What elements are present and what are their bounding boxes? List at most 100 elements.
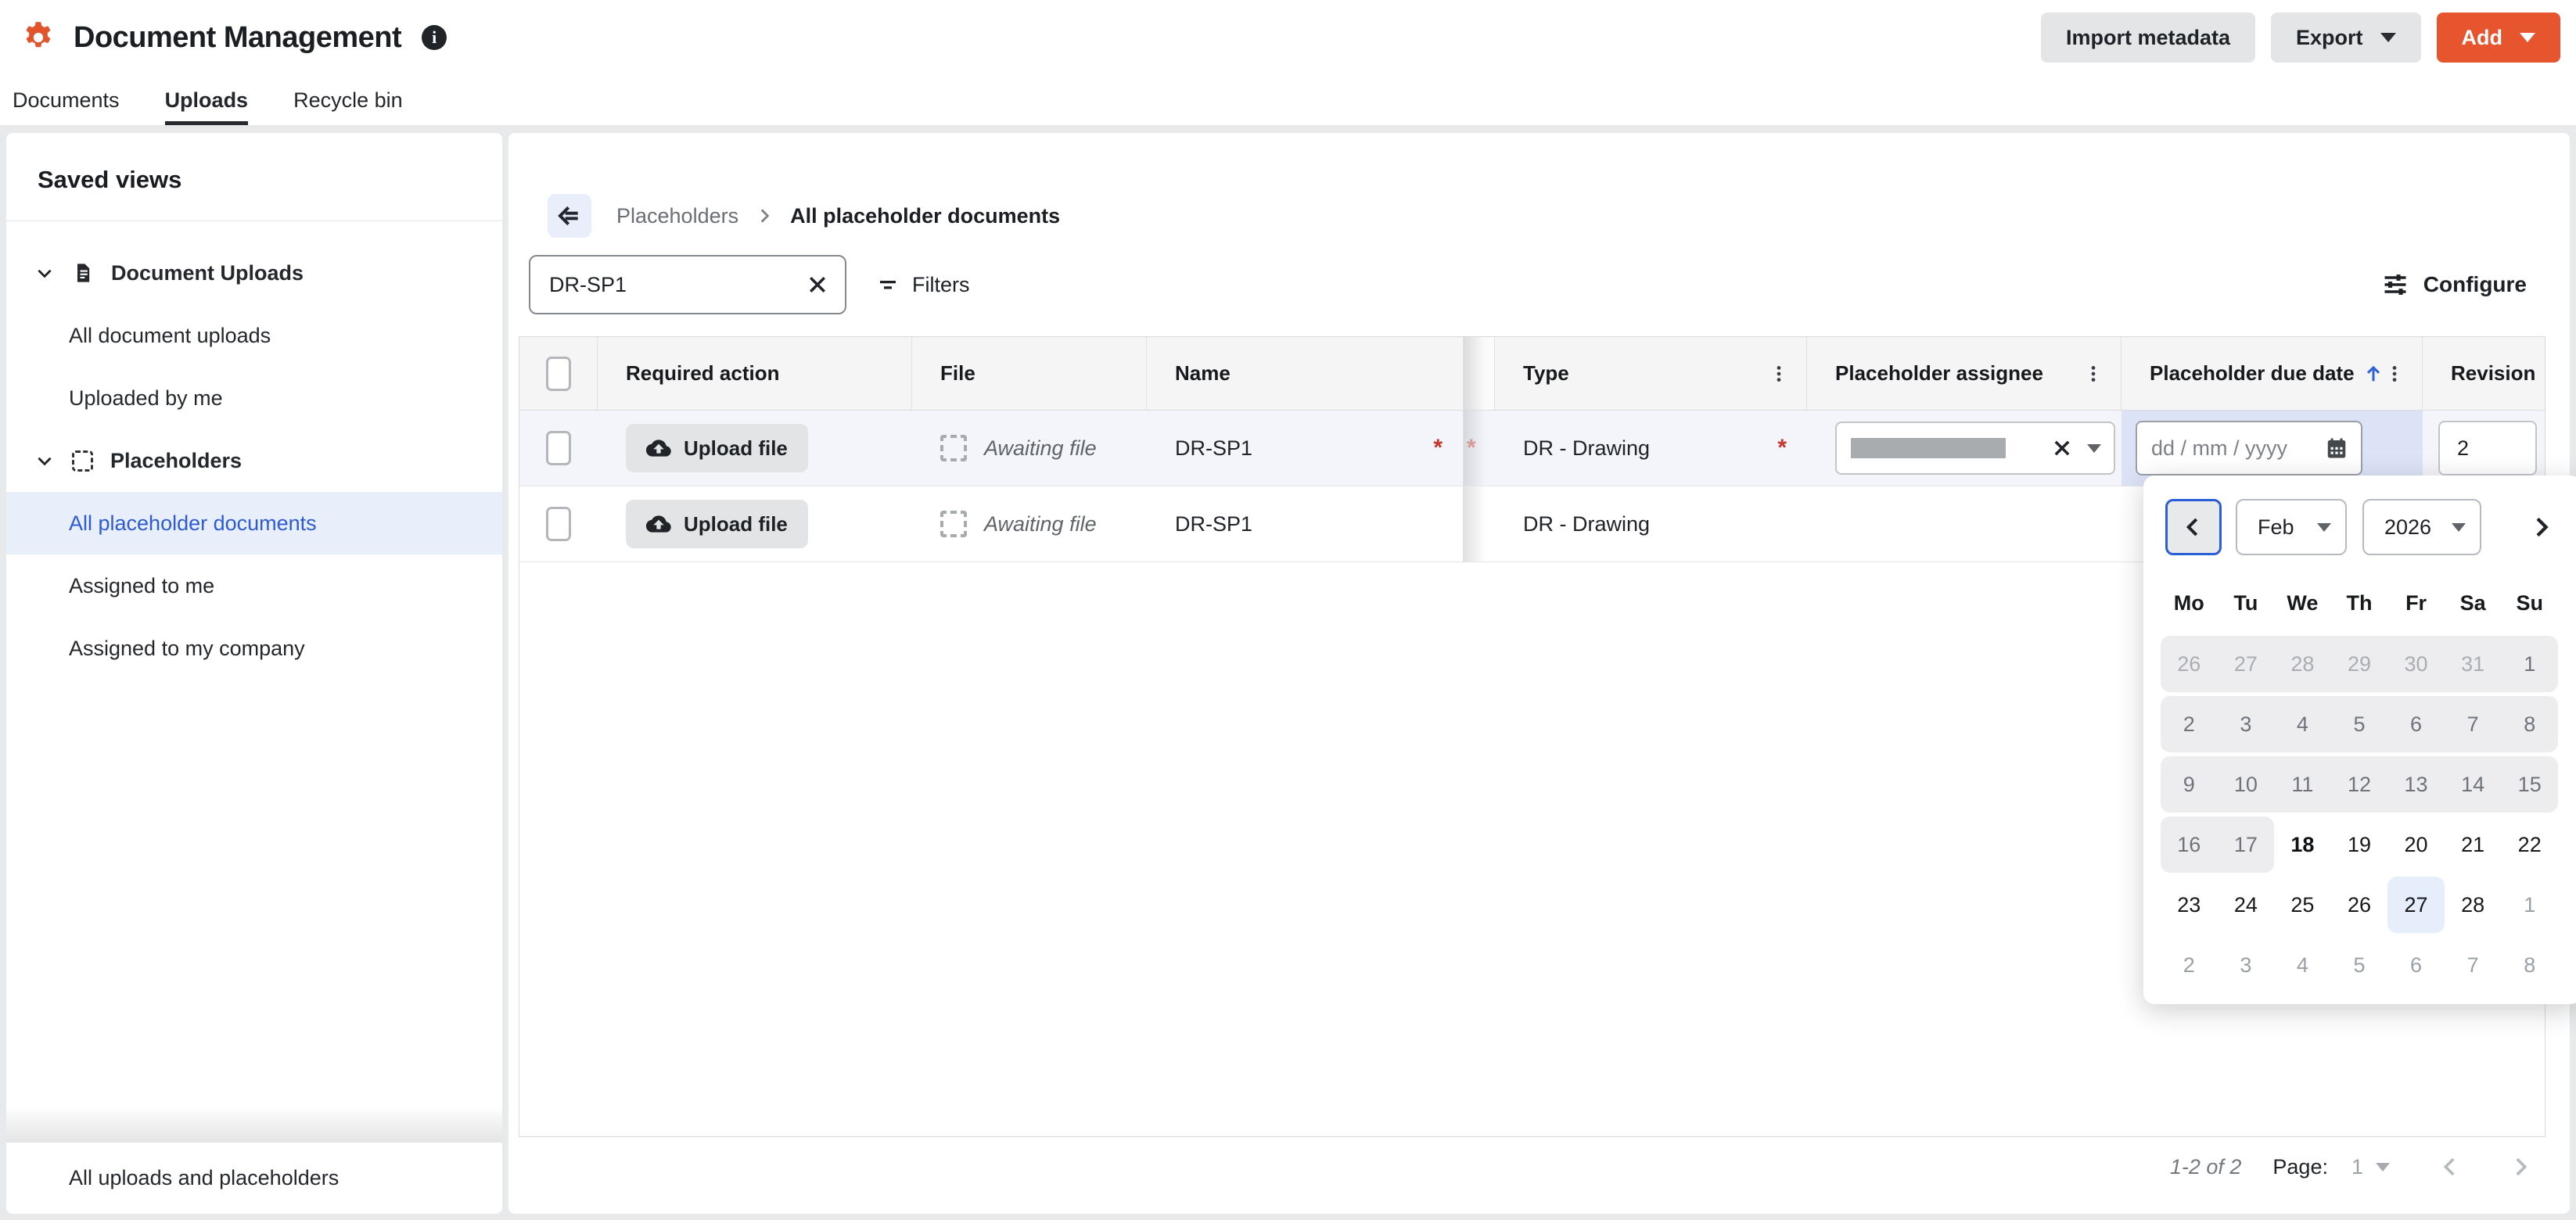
select-all-checkbox[interactable] [545, 356, 571, 391]
sidebar-item-all-placeholder-documents[interactable]: All placeholder documents [6, 492, 502, 554]
calendar-day[interactable]: 19 [2347, 832, 2372, 856]
assignee-cell[interactable] [1807, 486, 2122, 562]
calendar-day[interactable]: 28 [2461, 892, 2485, 917]
column-header-type[interactable]: Type [1495, 337, 1807, 410]
header-checkbox-cell [519, 337, 598, 410]
tab-uploads[interactable]: Uploads [164, 75, 249, 125]
breadcrumb-parent[interactable]: Placeholders [616, 203, 739, 228]
type-cell: DR - Drawing * [1495, 411, 1807, 486]
pagination-range: 1-2 of 2 [2169, 1154, 2242, 1179]
calendar-grid: 26 27 28 29 30 31 1 2 3 4 5 6 7 8 9 10 11 12 13 14 15 16 17 18 1… [2161, 636, 2558, 993]
calendar-day[interactable]: 27 [2387, 877, 2445, 933]
calendar-day[interactable]: 21 [2461, 832, 2485, 856]
clear-search-icon[interactable] [806, 273, 829, 296]
calendar-day: 2 [2161, 696, 2218, 752]
month-select[interactable]: Feb [2236, 499, 2347, 555]
configure-button[interactable]: Configure [2381, 271, 2527, 299]
year-select[interactable]: 2026 [2362, 499, 2481, 555]
pinned-column-shadow: * [1464, 411, 1495, 486]
pagination-page-label: Page: [2272, 1154, 2328, 1179]
column-menu-icon[interactable] [2384, 364, 2422, 384]
calendar-day[interactable]: 26 [2347, 892, 2372, 917]
clear-assignee-icon[interactable] [2051, 437, 2073, 459]
page-number-select[interactable]: 1 [2351, 1154, 2363, 1179]
calendar-day: 30 [2387, 636, 2445, 692]
calendar-day: 29 [2330, 636, 2388, 692]
calendar-day[interactable]: 6 [2410, 953, 2423, 977]
calendar-day[interactable]: 1 [2524, 892, 2536, 917]
arrow-left-icon [558, 206, 578, 226]
chevron-down-icon[interactable] [2087, 443, 2101, 453]
calendar-day: 11 [2274, 756, 2331, 813]
calendar-day[interactable]: 25 [2290, 892, 2315, 917]
next-page-icon[interactable] [2507, 1154, 2534, 1180]
calendar-day: 3 [2217, 696, 2275, 752]
due-date-input[interactable]: dd / mm / yyyy [2136, 421, 2362, 475]
calendar-day[interactable]: 4 [2296, 953, 2308, 977]
next-month-button[interactable] [2528, 515, 2553, 540]
calendar-day[interactable]: 18 [2290, 832, 2315, 856]
revision-input[interactable]: 2 [2438, 421, 2537, 475]
table-row: Upload file Awaiting file DR-SP1 DR - Dr… [519, 486, 2545, 562]
tab-recycle-bin[interactable]: Recycle bin [293, 88, 403, 112]
export-button[interactable]: Export [2271, 13, 2421, 63]
calendar-day[interactable]: 24 [2233, 892, 2258, 917]
info-icon[interactable]: i [422, 25, 447, 50]
calendar-icon[interactable] [2325, 436, 2348, 460]
assignee-cell [1807, 411, 2122, 486]
column-header-file[interactable]: File [912, 337, 1147, 410]
sidebar-item-uploaded-by-me[interactable]: Uploaded by me [69, 386, 223, 410]
previous-page-icon[interactable] [2437, 1154, 2463, 1180]
calendar-day: 5 [2330, 696, 2388, 752]
calendar-day[interactable]: 8 [2524, 953, 2536, 977]
sidebar-item-assigned-to-my-company[interactable]: Assigned to my company [69, 636, 305, 660]
column-menu-icon[interactable] [2083, 364, 2121, 384]
calendar-day[interactable]: 5 [2353, 953, 2366, 977]
chevron-down-icon[interactable] [2376, 1162, 2390, 1172]
column-header-required-action[interactable]: Required action [598, 337, 912, 410]
calendar-day: 16 [2161, 816, 2218, 873]
calendar-day[interactable]: 20 [2404, 832, 2428, 856]
filters-button[interactable]: Filters [876, 273, 970, 297]
row-checkbox-cell [519, 486, 598, 562]
calendar-day[interactable]: 3 [2240, 953, 2252, 977]
calendar-day[interactable]: 22 [2517, 832, 2542, 856]
chevron-down-icon [38, 269, 52, 278]
file-cell: Awaiting file [912, 411, 1147, 486]
import-metadata-button[interactable]: Import metadata [2040, 13, 2255, 63]
placeholder-icon [72, 450, 93, 472]
sidebar-group-document-uploads[interactable]: Document Uploads [6, 242, 502, 304]
calendar-day[interactable]: 2 [2183, 953, 2195, 977]
column-header-name[interactable]: Name [1147, 337, 1464, 410]
upload-file-button[interactable]: Upload file [626, 424, 808, 472]
chevron-left-icon [2186, 518, 2198, 536]
upload-file-button[interactable]: Upload file [626, 500, 808, 548]
sidebar-item-all-uploads-and-placeholders[interactable]: All uploads and placeholders [6, 1142, 502, 1214]
assignee-input[interactable] [1835, 422, 2115, 475]
column-header-revision[interactable]: Revision [2451, 361, 2536, 385]
calendar-week: 9 10 11 12 13 14 15 [2161, 756, 2558, 813]
row-checkbox[interactable] [546, 431, 571, 465]
app-logo-gear-icon [26, 22, 51, 48]
column-header-placeholder-due-date[interactable]: Placeholder due date [2122, 337, 2423, 410]
calendar-week: 16 17 18 19 20 21 22 [2161, 816, 2558, 873]
saved-views-heading: Saved views [38, 166, 182, 193]
row-checkbox[interactable] [546, 507, 571, 541]
sidebar-group-placeholders[interactable]: Placeholders [6, 429, 502, 492]
previous-month-button[interactable] [2165, 499, 2222, 555]
filter-icon [880, 281, 896, 289]
saved-views-sidebar: Saved views Document Uploads All documen… [6, 133, 502, 1214]
sidebar-item-assigned-to-me[interactable]: Assigned to me [69, 573, 215, 597]
column-menu-icon[interactable] [1769, 364, 1806, 384]
sidebar-item-all-document-uploads[interactable]: All document uploads [69, 323, 271, 347]
calendar-day[interactable]: 7 [2466, 953, 2479, 977]
column-header-placeholder-assignee[interactable]: Placeholder assignee [1807, 337, 2122, 410]
add-button[interactable]: Add [2436, 13, 2560, 63]
calendar-day[interactable]: 23 [2177, 892, 2201, 917]
tab-documents[interactable]: Documents [13, 88, 120, 112]
search-input[interactable] [549, 272, 806, 297]
calendar-day: 6 [2387, 696, 2445, 752]
header-actions: Import metadata Export Add [2040, 13, 2560, 63]
back-button[interactable] [548, 194, 591, 238]
